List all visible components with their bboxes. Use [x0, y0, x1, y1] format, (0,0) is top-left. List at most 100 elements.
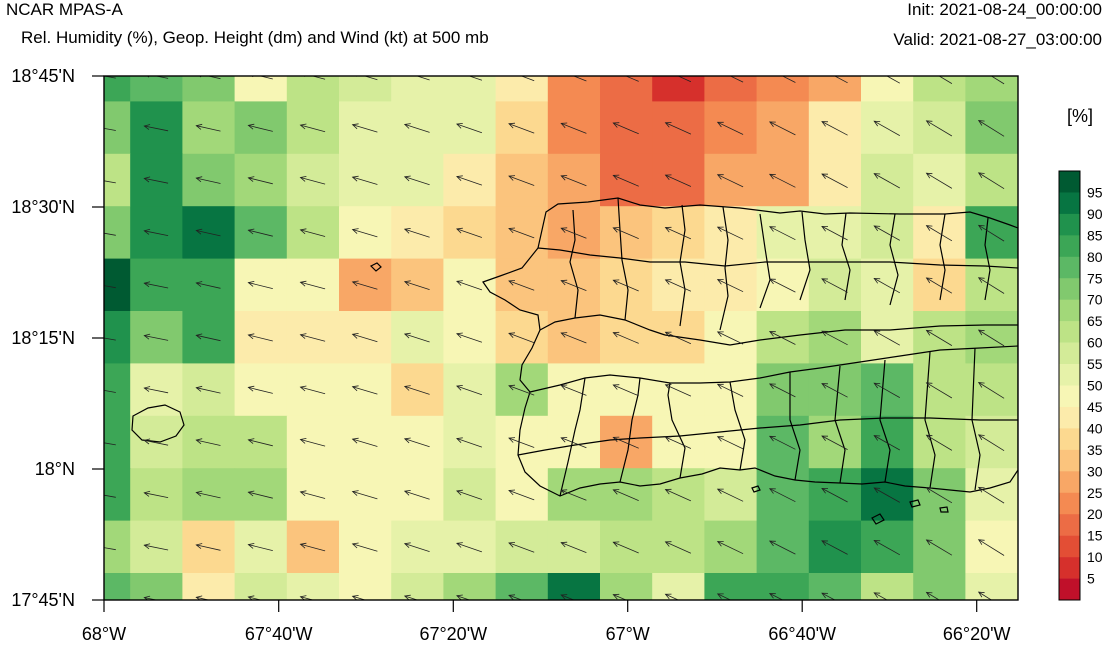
rh-cell	[913, 101, 966, 155]
wind-arrow	[143, 438, 169, 446]
wind-arrow	[572, 76, 587, 82]
rh-cell	[130, 153, 183, 207]
rh-cell	[547, 76, 601, 102]
y-tick-label: 18°45'N	[11, 66, 75, 86]
rh-cell	[130, 363, 183, 417]
rh-cell	[547, 258, 601, 312]
colorbar-label: 20	[1087, 506, 1103, 522]
rh-cell	[704, 206, 758, 260]
wind-arrow	[560, 122, 587, 134]
rh-cell	[965, 573, 1018, 600]
wind-arrow	[247, 438, 273, 447]
wind-arrow	[768, 593, 784, 600]
wind-arrow	[508, 227, 535, 239]
wind-arrow	[664, 122, 692, 135]
rh-cell	[286, 258, 340, 312]
wind-arrow	[143, 124, 169, 132]
wind-arrow	[925, 591, 940, 600]
rh-cell	[286, 573, 340, 600]
rh-cell	[861, 625, 914, 647]
wind-arrow	[104, 285, 116, 289]
axis-ticks: 68°W 67°40'W 67°20'W 67°W 66°40'W 66°20'W 18°4…	[11, 66, 1010, 644]
wind-arrow	[977, 329, 1005, 347]
rh-cell	[182, 76, 236, 102]
rh-cell	[339, 76, 392, 102]
wind-arrow	[768, 331, 796, 345]
municipal-boundary	[759, 213, 771, 309]
rh-cell	[182, 573, 236, 600]
wind-arrow	[508, 437, 535, 448]
wind-arrow	[351, 280, 378, 290]
rh-cell	[756, 520, 810, 574]
wind-arrow	[612, 227, 639, 239]
rh-cell	[547, 363, 601, 417]
colorbar-label: 60	[1087, 335, 1103, 351]
wind-arrow	[403, 123, 430, 133]
rh-cell	[600, 573, 653, 600]
wind-arrow	[508, 122, 535, 134]
rh-cell	[286, 468, 340, 522]
municipal-boundary	[984, 217, 991, 301]
wind-arrow	[351, 228, 378, 238]
colorbar-swatch	[1059, 557, 1080, 579]
wind-arrow	[821, 540, 848, 555]
rh-cell	[861, 363, 914, 417]
colorbar-swatch	[1059, 578, 1080, 601]
south-coast-cay	[909, 499, 921, 508]
rh-cell	[704, 520, 758, 574]
wind-vectors	[104, 76, 1005, 600]
wind-arrow	[560, 332, 587, 344]
rh-cell	[391, 468, 444, 522]
wind-arrow	[768, 121, 796, 136]
wind-arrow	[873, 120, 900, 136]
wind-arrow	[403, 228, 430, 238]
colorbar-swatch	[1059, 256, 1080, 279]
rh-cell	[234, 415, 288, 469]
desecheo-island	[369, 262, 382, 272]
wind-arrow	[251, 76, 273, 80]
wind-arrow	[356, 76, 378, 81]
rh-cell	[130, 258, 183, 312]
wind-arrow	[247, 176, 273, 185]
rh-cell	[234, 520, 288, 574]
y-tick-label: 18°15'N	[11, 328, 75, 348]
rh-cell	[652, 573, 705, 600]
rh-cell	[495, 76, 549, 102]
wind-arrow	[612, 384, 639, 397]
colorbar-swatch	[1059, 321, 1080, 343]
wind-arrow	[677, 76, 692, 83]
rh-cell	[339, 573, 392, 600]
rh-cell	[495, 415, 549, 469]
rh-cell	[704, 153, 758, 207]
rh-cell	[547, 153, 601, 207]
wind-arrow	[508, 594, 523, 600]
wind-arrow	[247, 490, 273, 499]
rh-cell	[104, 468, 131, 522]
wind-arrow	[768, 278, 796, 293]
rh-cell	[704, 573, 758, 600]
rh-cell	[130, 468, 183, 522]
rh-cell	[547, 468, 601, 522]
wind-arrow	[508, 384, 535, 396]
rh-cell	[913, 153, 966, 207]
wind-arrow	[508, 332, 535, 344]
wind-arrow	[873, 592, 888, 600]
rh-cell	[495, 573, 549, 600]
rh-cell	[808, 258, 862, 312]
municipal-boundary	[841, 212, 851, 301]
wind-arrow	[768, 488, 796, 503]
rh-cell	[965, 520, 1018, 574]
rh-cell	[913, 311, 966, 364]
wind-arrow	[195, 438, 221, 446]
wind-arrow	[925, 382, 953, 399]
humidity-field	[104, 76, 1018, 647]
wind-arrow	[456, 175, 483, 186]
wind-arrow	[873, 225, 900, 241]
colorbar-unit: [%]	[1067, 106, 1093, 126]
rh-cell	[182, 101, 236, 155]
rh-cell	[182, 625, 235, 647]
rh-cell	[495, 206, 549, 260]
rh-cell	[652, 415, 705, 469]
wind-arrow	[886, 76, 900, 84]
wind-arrow	[247, 123, 273, 132]
